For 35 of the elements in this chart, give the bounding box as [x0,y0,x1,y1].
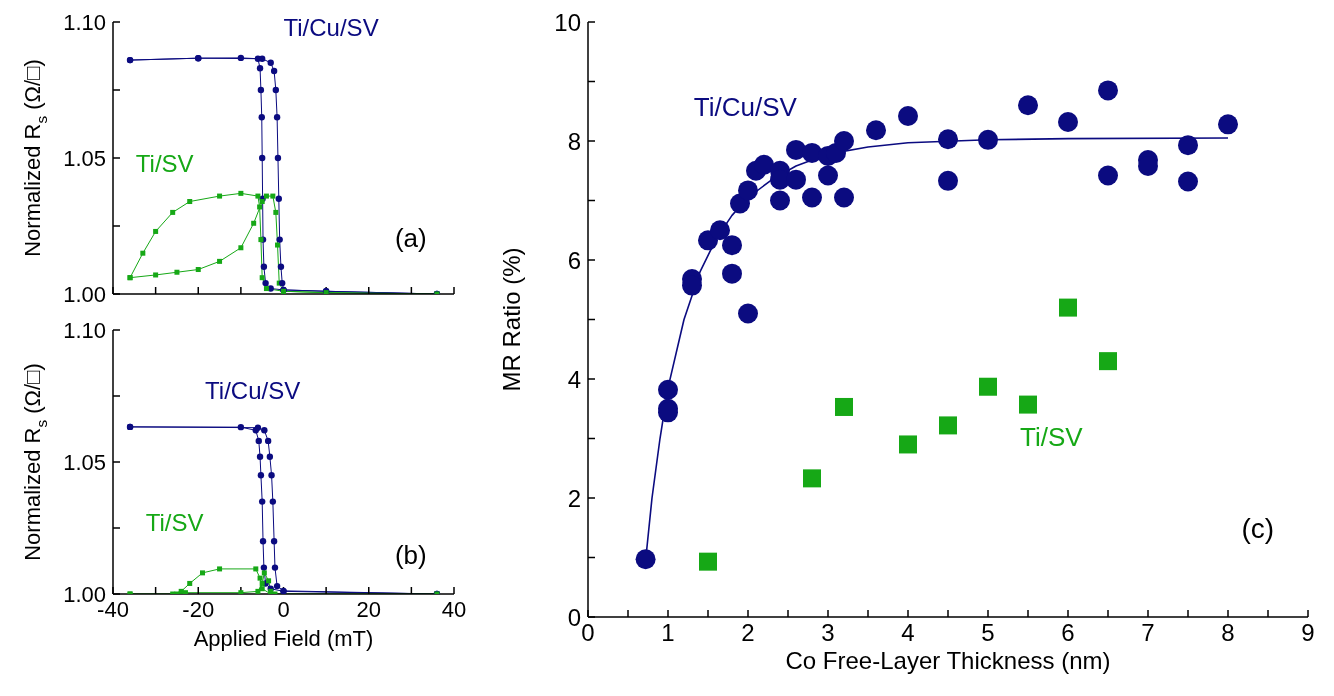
series-label: Ti/Cu/SV [283,14,379,42]
y-axis-title: MR Ratio (%) [498,247,526,392]
x-tick-label: 7 [1141,619,1155,647]
x-tick-label: 1 [661,619,675,647]
y-tick-label: 2 [567,484,581,512]
x-tick-label: 4 [901,619,915,647]
x-tick-label: 2 [741,619,755,647]
x-axis-title: Co Free-Layer Thickness (nm) [785,647,1111,674]
y-tick-label: 1.05 [63,449,106,475]
x-tick-label: 5 [981,619,995,647]
x-tick-label: 40 [441,596,467,622]
y-tick-label: 1.05 [63,145,106,171]
x-tick-label: 0 [277,596,290,622]
annotation: (c) [1241,513,1275,545]
series-label: Ti/SV [1020,421,1084,452]
y-tick-label: 4 [567,365,581,393]
annotation: (b) [394,539,427,570]
series-label: Ti/Cu/SV [693,92,798,123]
y-tick-label: 1.00 [63,281,106,307]
y-tick-label: 1.10 [63,317,106,343]
x-tick-label: 9 [1301,619,1315,647]
x-axis-title: Applied Field (mT) [193,626,374,651]
y-tick-label: 6 [567,246,581,274]
y-tick-label: 8 [567,127,581,155]
x-tick-label: 20 [356,596,381,622]
y-tick-label: 10 [554,8,581,36]
x-tick-label: -20 [182,596,215,622]
annotation: (a) [394,222,427,253]
y-tick-label: 1.10 [63,9,106,35]
series-label: Ti/Cu/SV [205,377,301,405]
text: Ti/SV [135,150,194,178]
x-tick-label: 6 [1061,619,1075,647]
text: Ti/SV [145,508,204,536]
x-tick-label: 3 [821,619,835,647]
x-tick-label: 8 [1221,619,1235,647]
